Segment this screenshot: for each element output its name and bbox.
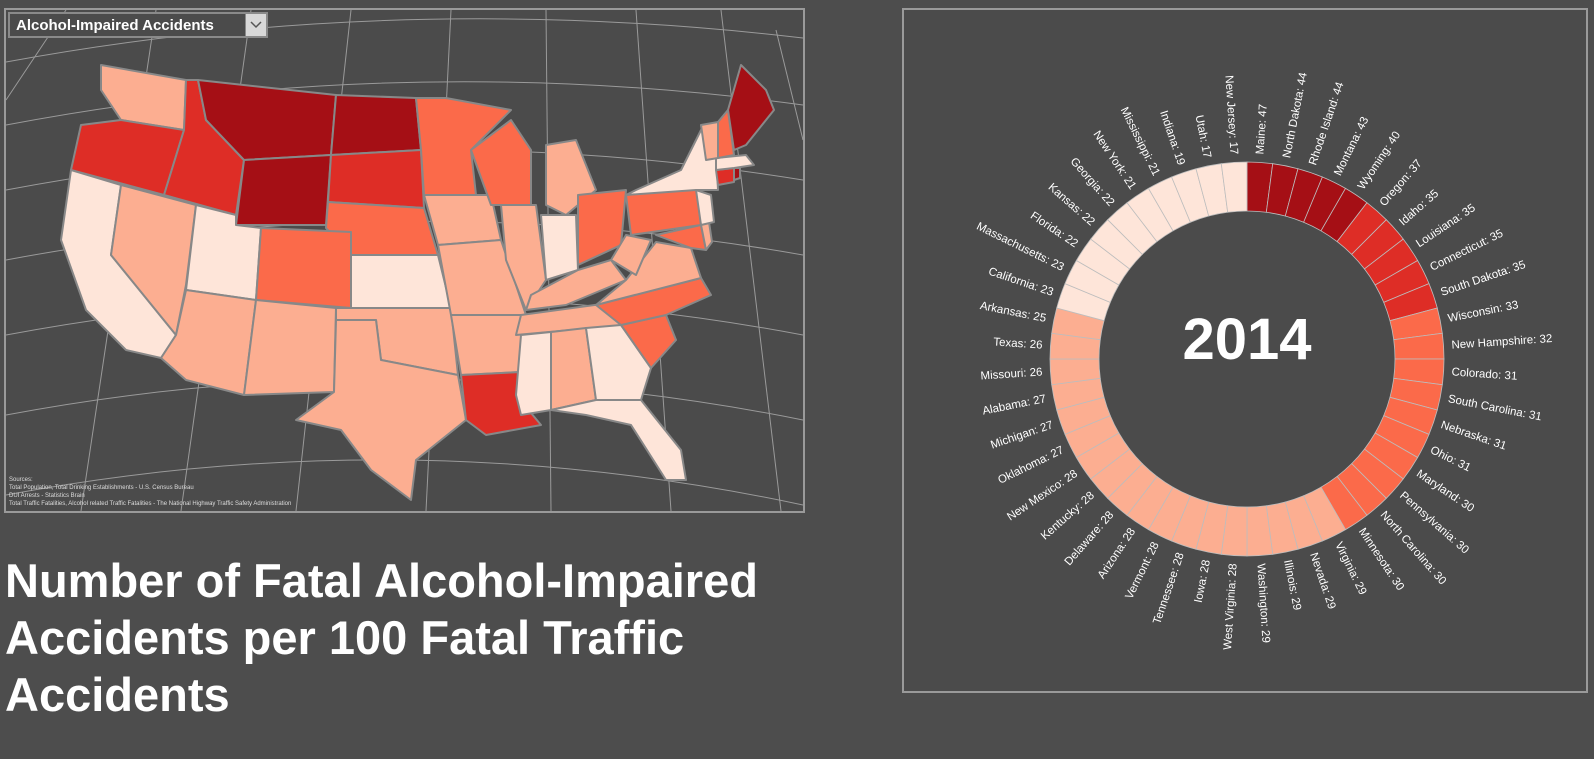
state-mississippi[interactable] [515, 331, 552, 416]
metric-dropdown[interactable]: Alcohol-Impaired Accidents [8, 12, 268, 38]
source-line: Total Population, Total Drinking Establi… [9, 485, 194, 491]
radial-label: Arkansas: 25 [979, 300, 1047, 325]
us-choropleth-map [6, 10, 803, 511]
radial-label: Indiana: 19 [1157, 109, 1187, 167]
radial-label: Colorado: 31 [1451, 366, 1518, 382]
radial-label: Nebraska: 31 [1439, 419, 1508, 452]
state-wyoming[interactable] [235, 154, 332, 226]
radial-label: Arizona: 28 [1096, 526, 1138, 581]
radial-label: Missouri: 26 [980, 366, 1043, 382]
state-wisconsin[interactable] [470, 119, 532, 206]
radial-label: Vermont: 28 [1124, 540, 1162, 601]
state-kansas[interactable] [350, 254, 452, 309]
radial-label: Texas: 26 [993, 336, 1043, 351]
radial-chart-panel: Maine: 47 North Dakota: 44 Rhode Island: 4… [902, 8, 1588, 693]
center-year-label: 2014 [1182, 307, 1311, 372]
states [60, 64, 775, 501]
state-colorado[interactable] [255, 227, 352, 309]
radial-label: Ohio: 31 [1428, 444, 1472, 474]
state-texas[interactable] [295, 319, 467, 501]
radial-label: New Jersey: 17 [1222, 75, 1239, 155]
state-georgia[interactable] [585, 324, 652, 401]
state-new-mexico[interactable] [243, 299, 337, 396]
state-new-jersey[interactable] [695, 189, 715, 226]
radial-label: Illinois: 29 [1281, 559, 1303, 611]
state-virginia[interactable] [595, 241, 702, 306]
radial-label: New Hampshire: 32 [1451, 333, 1553, 352]
radial-label: Virginia: 29 [1332, 540, 1368, 597]
radial-label: Utah: 17 [1193, 114, 1213, 159]
state-rhode-island[interactable] [733, 167, 741, 181]
state-florida[interactable] [550, 399, 687, 481]
radial-label: North Dakota: 44 [1281, 71, 1310, 159]
radial-label: Iowa: 28 [1193, 559, 1213, 604]
radial-label: West Virginia: 28 [1222, 563, 1240, 650]
state-west-virginia[interactable] [610, 234, 652, 276]
radial-label: Montana: 43 [1332, 115, 1371, 178]
radial-label: Alabama: 27 [981, 393, 1047, 417]
state-maine[interactable] [727, 64, 775, 151]
metric-dropdown-label: Alcohol-Impaired Accidents [16, 16, 214, 34]
radial-label: South Dakota: 35 [1439, 259, 1527, 299]
state-massachusetts[interactable] [715, 154, 755, 171]
state-south-dakota[interactable] [327, 149, 425, 209]
state-indiana[interactable] [540, 214, 579, 281]
radial-label: Maine: 47 [1254, 104, 1269, 155]
radial-label: Wisconsin: 33 [1447, 299, 1520, 325]
chevron-down-icon[interactable] [245, 14, 266, 36]
radial-bars [1049, 161, 1445, 557]
state-minnesota[interactable] [415, 97, 512, 196]
page-title: Number of Fatal Alcohol-Impaired Acciden… [5, 554, 758, 721]
radial-label: California: 23 [987, 266, 1055, 299]
state-north-dakota[interactable] [330, 94, 422, 156]
radial-label: Idaho: 35 [1397, 188, 1441, 229]
radial-bar[interactable] [1220, 161, 1248, 213]
source-line: DUI Arrests - Statistics Brain [9, 493, 85, 499]
radial-label: Florida: 22 [1028, 210, 1080, 250]
radial-label: South Carolina: 31 [1447, 393, 1543, 423]
sources-heading: Sources: [9, 477, 33, 483]
sources-note: Sources: Total Population, Total Drinkin… [9, 476, 291, 508]
state-new-hampshire[interactable] [717, 109, 735, 159]
map-panel: Alcohol-Impaired Accidents Sources: Tota… [4, 8, 805, 513]
source-line: Total Traffic Fatalities, Alcohol relate… [9, 501, 292, 507]
radial-label: Nevada: 29 [1307, 551, 1337, 611]
radial-label: Michigan: 27 [989, 419, 1055, 451]
radial-label: Tennessee: 28 [1151, 551, 1186, 626]
radial-label: Washington: 29 [1254, 563, 1271, 643]
state-arkansas[interactable] [450, 314, 527, 376]
